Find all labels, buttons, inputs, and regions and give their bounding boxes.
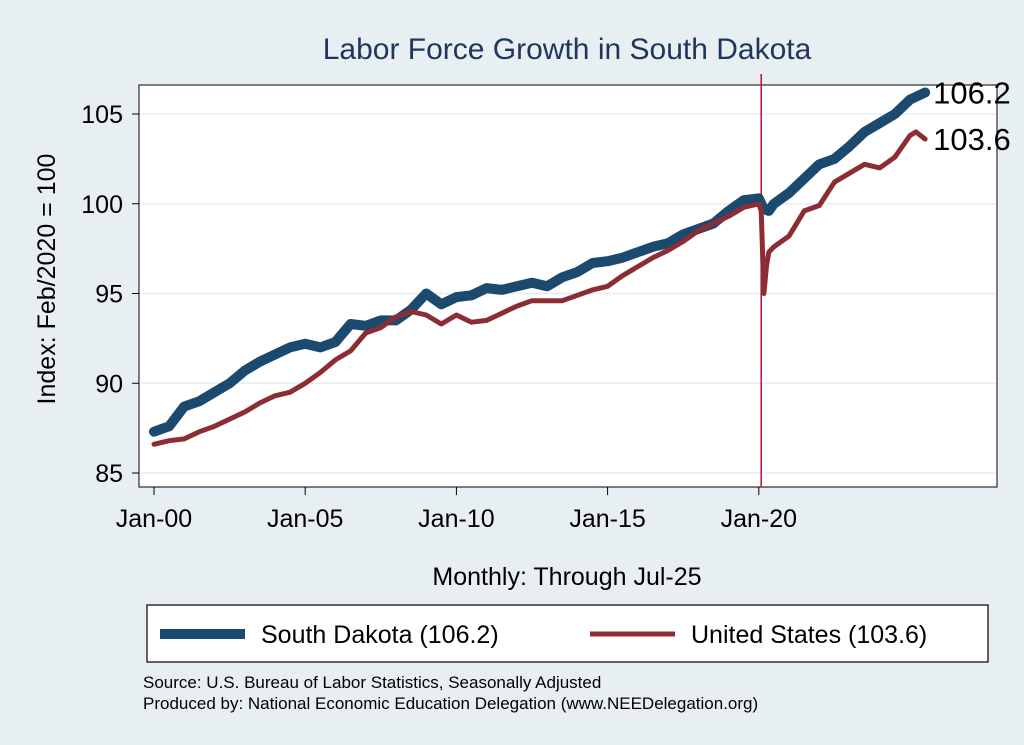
chart-title: Labor Force Growth in South Dakota: [323, 33, 812, 66]
grid-lines: [140, 113, 996, 474]
y-tick-label-95: 95: [95, 281, 123, 309]
legend: South Dakota (106.2) United States (103.6…: [160, 621, 927, 649]
series-lines: [149, 87, 931, 447]
producer-note: Produced by: National Economic Education…: [143, 694, 758, 713]
source-note: Source: U.S. Bureau of Labor Statistics,…: [143, 673, 601, 692]
united-states-line: [151, 129, 928, 447]
legend-box: [146, 604, 989, 663]
x-tick-label-Jan-10: Jan-10: [418, 505, 494, 533]
y-axis-title: Index: Feb/2020 = 100: [33, 154, 61, 405]
legend-label-0: South Dakota (106.2): [261, 621, 499, 649]
x-tick-label-Jan-20: Jan-20: [721, 505, 797, 533]
x-tick-label-Jan-05: Jan-05: [267, 505, 343, 533]
x-tick-label-Jan-00: Jan-00: [116, 505, 192, 533]
x-tick-label-Jan-15: Jan-15: [569, 505, 645, 533]
x-axis-title: Monthly: Through Jul-25: [432, 563, 701, 591]
axes: 85 90 95 100 105 Jan-00 Jan-05 Jan-10 Jan-15 Jan-…: [81, 101, 797, 533]
south-dakota-line: [149, 87, 931, 437]
y-tick-label-90: 90: [95, 370, 123, 398]
y-tick-label-105: 105: [81, 101, 123, 129]
y-tick-label-85: 85: [95, 460, 123, 488]
united-states-end-label: 103.6: [933, 122, 1011, 157]
legend-label-1: United States (103.6): [691, 621, 927, 649]
end-labels: 106.2 103.6: [933, 75, 1011, 157]
plot-area: [138, 84, 998, 488]
y-tick-label-100: 100: [81, 191, 123, 219]
south-dakota-end-label: 106.2: [933, 75, 1011, 110]
